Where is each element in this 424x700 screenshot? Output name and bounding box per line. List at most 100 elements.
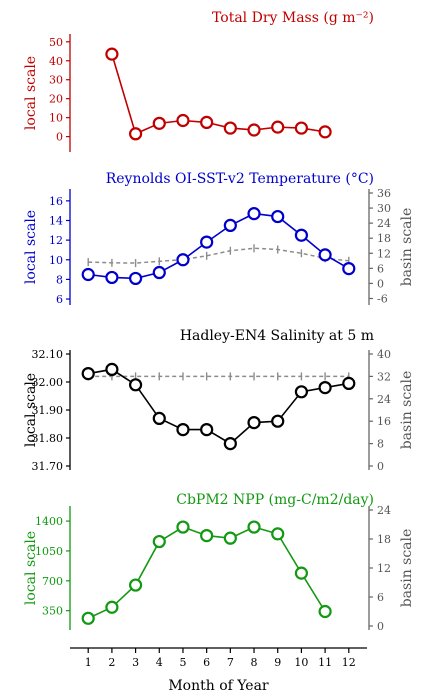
panel-1: Total Dry Mass (g m⁻²) 0 10 20 30 40 50 local s… xyxy=(23,10,374,152)
data-point xyxy=(105,47,119,61)
right-tick-label: 12 xyxy=(377,247,391,260)
right-tick-label: 6 xyxy=(377,591,384,604)
panel-title: CbPM2 NPP (mg-C/m2/day) xyxy=(176,492,374,508)
data-point xyxy=(81,367,95,381)
panel-title: Hadley-EN4 Salinity at 5 m xyxy=(180,328,374,344)
data-point xyxy=(200,528,214,543)
right-axis-label: basin scale xyxy=(399,529,415,608)
data-point xyxy=(271,120,285,134)
data-point xyxy=(105,600,119,614)
right-tick-label: 18 xyxy=(377,232,391,245)
right-tick-label: 0 xyxy=(377,620,384,633)
data-point xyxy=(128,127,143,141)
data-point xyxy=(223,121,237,135)
right-axis-label: basin scale xyxy=(399,208,415,287)
right-tick-label: 16 xyxy=(377,415,391,428)
right-tick-label: 24 xyxy=(377,217,391,230)
data-point xyxy=(247,416,261,430)
left-tick-label: 10 xyxy=(49,112,63,125)
left-tick-label: 20 xyxy=(49,93,63,106)
right-tick-label: -6 xyxy=(377,292,388,305)
panels: Total Dry Mass (g m⁻²) 0 10 20 30 40 50 local s… xyxy=(23,10,415,633)
left-tick-label: 31.90 xyxy=(32,404,64,417)
data-point xyxy=(152,265,166,280)
data-point xyxy=(318,381,332,395)
data-point xyxy=(128,271,143,286)
data-point xyxy=(176,253,190,267)
right-tick-label: 24 xyxy=(377,504,391,517)
local-series-line xyxy=(88,212,350,280)
data-point xyxy=(271,527,285,541)
left-axis-label: local scale xyxy=(23,210,39,284)
data-point xyxy=(223,531,237,545)
x-tick-label: 6 xyxy=(203,656,210,669)
right-tick-label: 12 xyxy=(377,562,391,575)
data-point xyxy=(342,262,356,276)
x-tick-label: 10 xyxy=(294,656,308,669)
data-point xyxy=(247,207,261,221)
right-tick-label: 32 xyxy=(377,370,391,383)
x-tick-label: 7 xyxy=(227,656,234,669)
panel-title: Total Dry Mass (g m⁻²) xyxy=(212,10,374,26)
data-point xyxy=(294,121,309,135)
data-point xyxy=(247,123,261,137)
left-tick-label: 700 xyxy=(42,575,63,588)
left-tick-label: 0 xyxy=(56,131,63,144)
data-point xyxy=(294,385,309,399)
left-axis-label: local scale xyxy=(23,531,39,605)
data-point xyxy=(152,411,166,425)
left-axis-label: local scale xyxy=(23,373,39,447)
data-point xyxy=(342,376,356,390)
x-tick-label: 4 xyxy=(156,656,163,669)
data-point xyxy=(81,611,95,625)
right-tick-label: 24 xyxy=(377,393,391,406)
data-point xyxy=(318,248,332,262)
left-tick-label: 1400 xyxy=(35,515,63,528)
data-point xyxy=(128,378,143,392)
local-series-line xyxy=(88,368,349,445)
left-tick-label: 12 xyxy=(49,234,63,247)
data-point xyxy=(105,270,119,285)
x-tick-label: 1 xyxy=(85,656,92,669)
panel-3: Hadley-EN4 Salinity at 5 m 31.70 31.80 31.9… xyxy=(23,328,415,473)
data-point xyxy=(271,209,285,224)
data-point xyxy=(294,566,309,580)
x-tick-label: 8 xyxy=(251,656,258,669)
x-axis-label: Month of Year xyxy=(168,678,269,694)
right-tick-label: 18 xyxy=(377,533,391,546)
left-tick-label: 6 xyxy=(56,293,63,306)
left-tick-label: 30 xyxy=(49,74,63,87)
data-point xyxy=(200,115,214,129)
left-tick-label: 1050 xyxy=(35,545,63,558)
right-tick-label: 0 xyxy=(377,277,384,290)
right-tick-label: 40 xyxy=(377,348,391,361)
left-tick-label: 40 xyxy=(49,55,63,68)
basin-series-line xyxy=(88,247,349,264)
right-tick-label: 0 xyxy=(377,460,384,473)
data-point xyxy=(176,520,190,534)
data-point xyxy=(152,116,166,130)
data-point xyxy=(128,578,143,592)
data-point xyxy=(318,125,332,139)
data-point xyxy=(176,113,190,128)
local-series-line xyxy=(111,53,326,135)
data-point xyxy=(152,534,166,549)
left-tick-label: 14 xyxy=(49,214,63,227)
x-tick-label: 11 xyxy=(318,656,332,669)
left-tick-label: 350 xyxy=(42,605,63,618)
data-point xyxy=(271,414,285,428)
data-point xyxy=(223,218,237,232)
panel-2: Reynolds OI-SST-v2 Temperature (°C) 6 8 10 1… xyxy=(23,171,415,306)
left-tick-label: 32.10 xyxy=(32,348,64,361)
data-point xyxy=(223,437,237,451)
right-tick-label: 36 xyxy=(377,187,391,200)
x-tick-label: 5 xyxy=(179,656,186,669)
left-tick-label: 31.70 xyxy=(32,460,64,473)
data-point xyxy=(318,604,332,619)
panel-title: Reynolds OI-SST-v2 Temperature (°C) xyxy=(106,171,374,187)
data-point xyxy=(81,267,95,282)
x-tick-label: 2 xyxy=(108,656,115,669)
right-tick-label: 30 xyxy=(377,202,391,215)
left-tick-label: 8 xyxy=(56,273,63,286)
